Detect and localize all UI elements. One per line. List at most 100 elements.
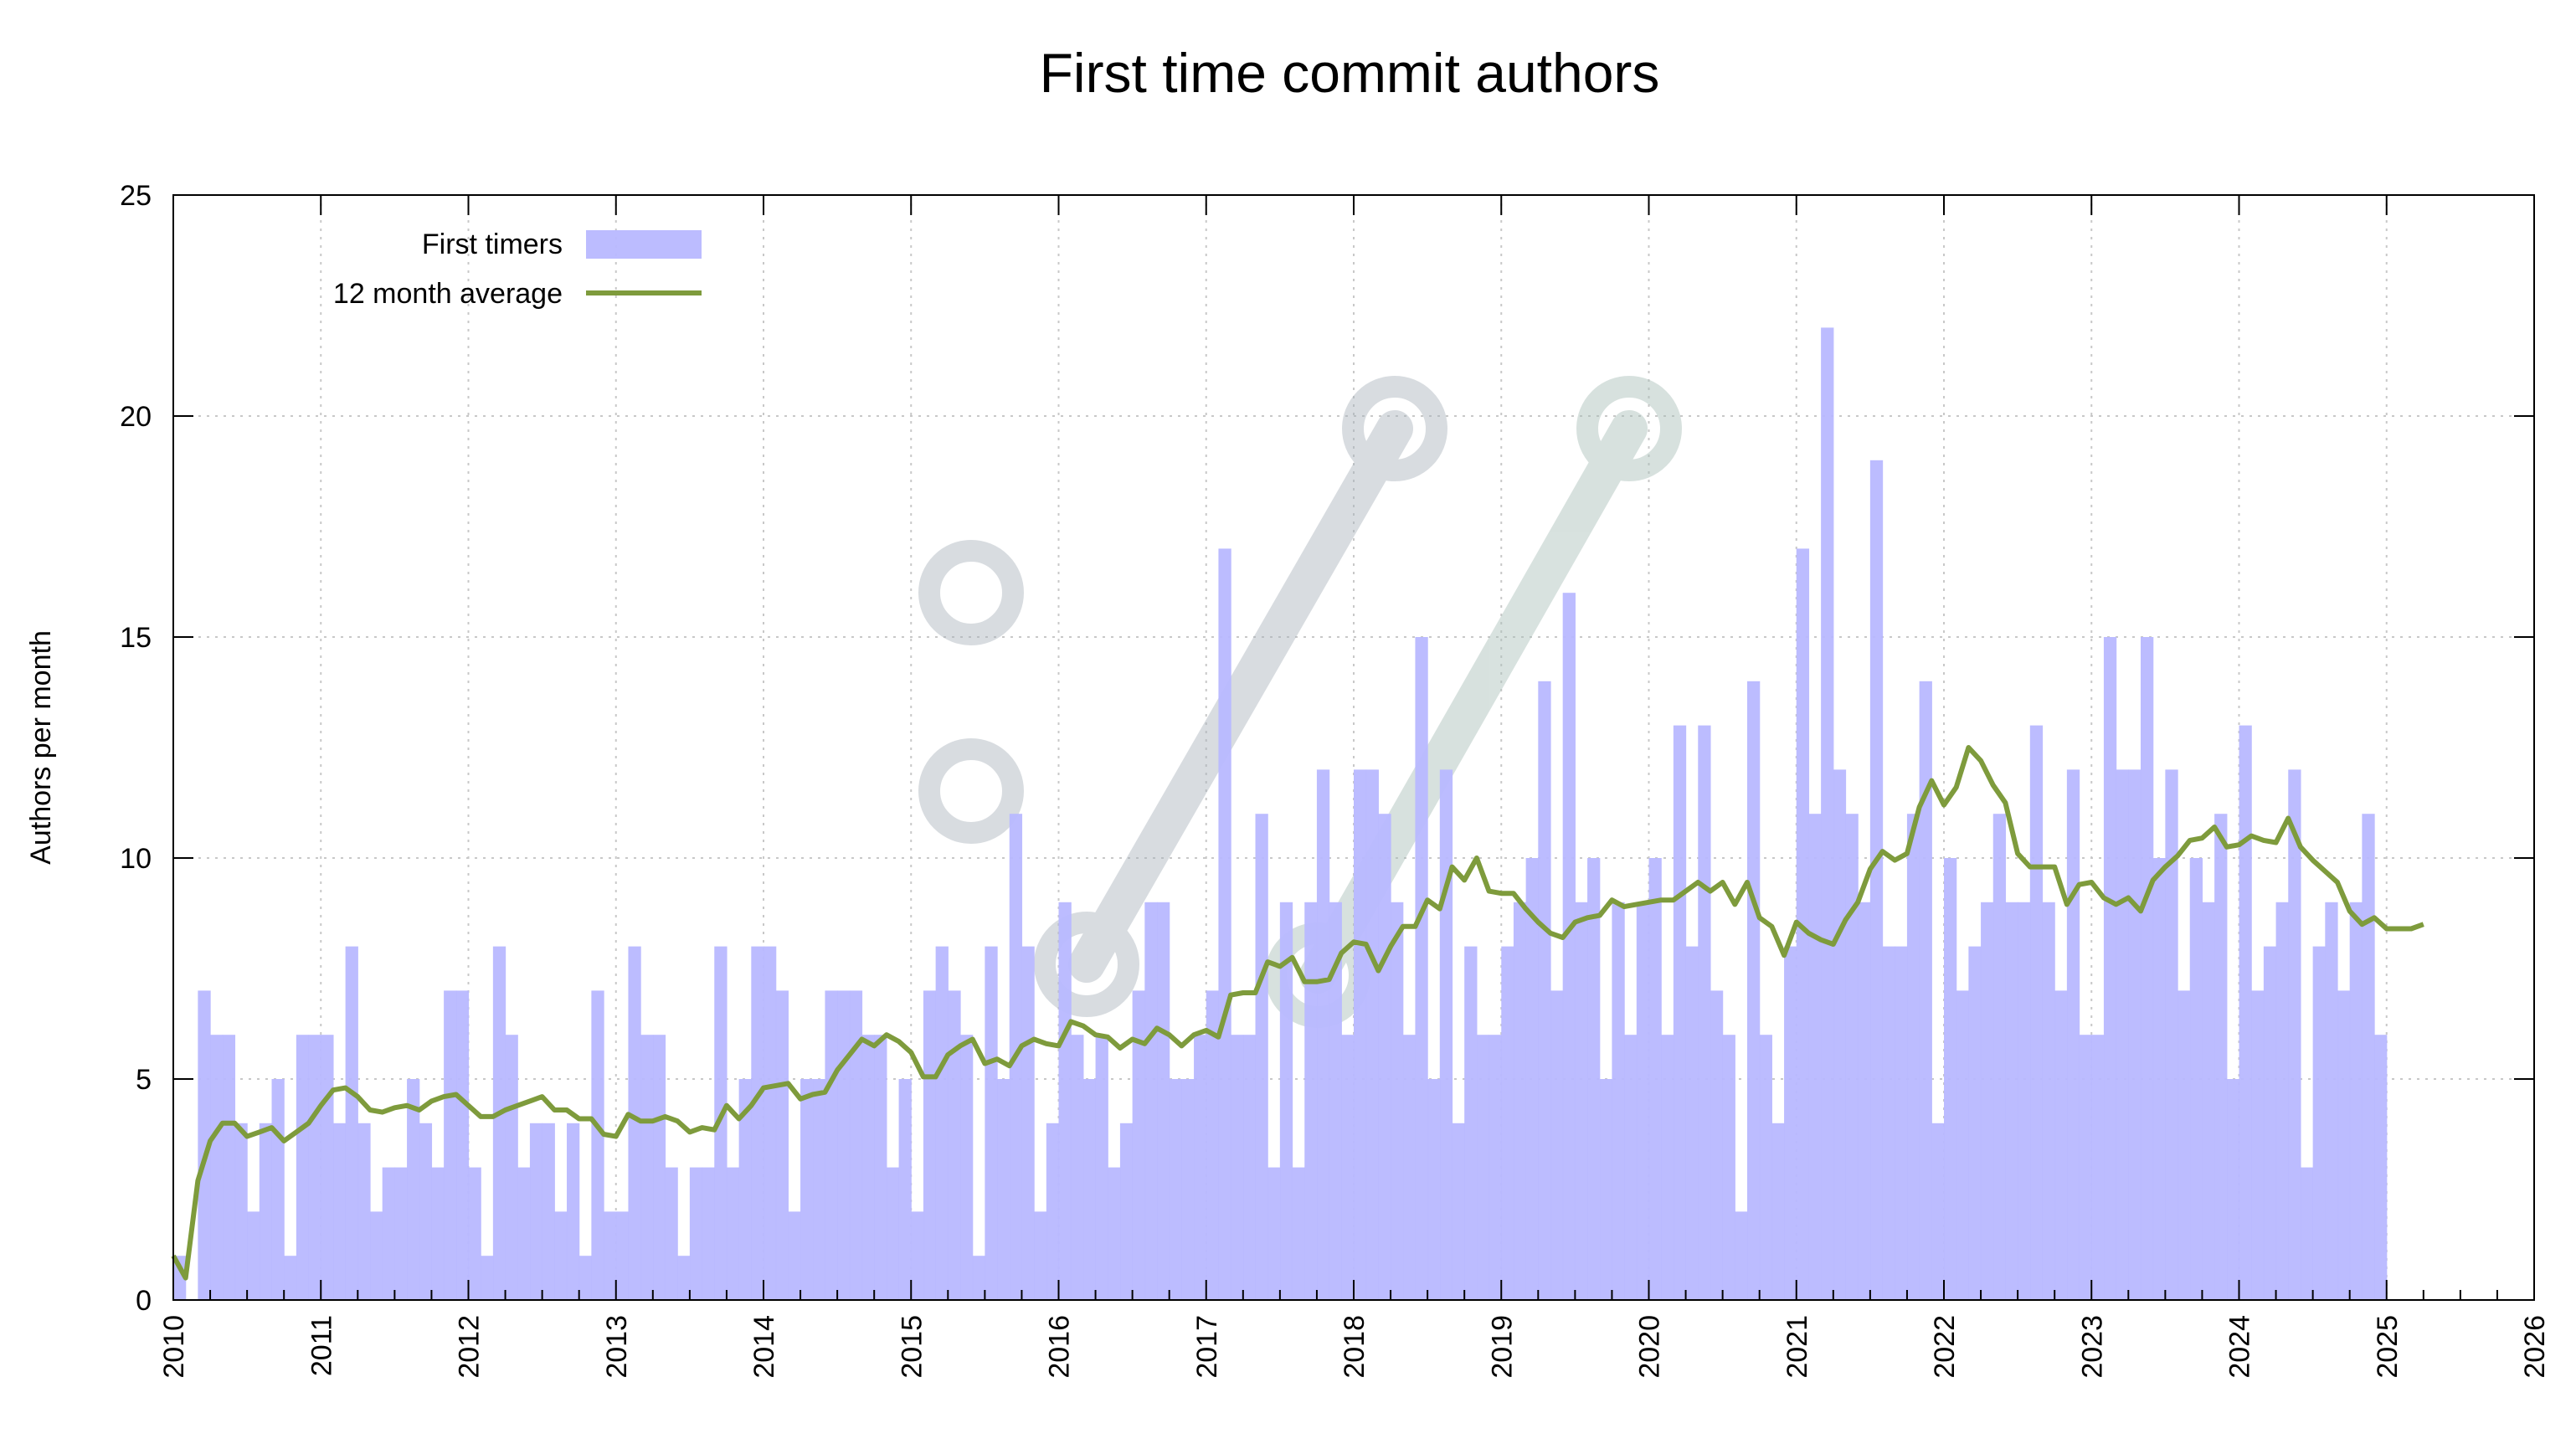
bars [173,327,2388,1300]
bar [1132,990,1145,1300]
y-tick-label: 25 [120,180,152,212]
bar [2018,902,2031,1300]
x-tick-label: 2011 [306,1315,337,1376]
bar [1956,990,1969,1300]
bar [357,1123,371,1300]
bar [1808,814,1822,1300]
bar [628,946,641,1300]
bar [542,1123,555,1300]
ticks [172,194,2535,1301]
x-tick-label: 2012 [454,1315,486,1379]
bar [1525,858,1539,1300]
x-tick-label: 2021 [1782,1315,1813,1379]
bar [2029,725,2044,1300]
legend-label-12-month-average: 12 month average [333,278,563,310]
bar [2337,990,2351,1300]
bar [1599,1079,1613,1300]
bar [2312,946,2326,1300]
bar [604,1211,617,1300]
bar [960,1035,974,1300]
bar [1095,1035,1108,1300]
bar [296,1035,310,1300]
bar [665,1167,678,1300]
bar [1784,946,1797,1300]
bar [2165,769,2178,1300]
bar [1612,902,1625,1300]
bar [2079,1035,2092,1300]
bar [1833,769,1847,1300]
bar [1034,1211,1047,1300]
bar [640,1035,654,1300]
bar [173,1256,187,1300]
bar [2005,902,2018,1300]
bar [1661,1035,1674,1300]
bar [837,990,851,1300]
bar [2362,814,2375,1300]
x-tick-label: 2014 [748,1315,780,1379]
bar [567,1123,580,1300]
bar [2288,769,2301,1300]
bar [1513,902,1527,1300]
bar [1906,814,1920,1300]
bar [1771,1123,1785,1300]
bar [345,946,358,1300]
bar [1464,946,1478,1300]
y-axis-label: Authors per month [25,630,57,865]
bar [2226,1079,2240,1300]
bar [1710,990,1724,1300]
legend-label-first-timers: First timers [422,229,563,260]
bar [1489,1035,1502,1300]
bar [259,1123,273,1300]
bar [1341,1035,1355,1300]
x-tick-label: 2010 [158,1315,190,1379]
bar [1992,814,2007,1300]
bar [1391,902,1404,1300]
bar [1882,946,1895,1300]
x-tick-label: 2016 [1044,1315,1076,1379]
bar [1759,1035,1772,1300]
avg-line [171,745,2424,1281]
bar [2091,1035,2105,1300]
legend-swatch-first-timers [586,230,702,259]
bar [481,1256,494,1300]
bar [751,946,764,1300]
bar [2263,946,2277,1300]
legend: First timers 12 month average [333,229,702,310]
bar [1415,637,1428,1300]
y-tick-labels: 0 5 10 15 20 25 [120,180,152,1317]
y-tick-label: 5 [136,1064,152,1096]
bar [1304,902,1318,1300]
bar [923,990,937,1300]
bar [1624,1035,1638,1300]
bar [2066,769,2080,1300]
bar [2054,990,2068,1300]
bar [1365,769,1379,1300]
bar [615,1211,630,1300]
bar [849,990,863,1300]
bar [2042,902,2055,1300]
bar [1071,1035,1084,1300]
bar [2275,902,2289,1300]
x-tick-label: 2020 [1634,1315,1666,1379]
bar [419,1123,433,1300]
bar [1698,725,1711,1300]
bar [1108,1167,1121,1300]
git-branch-logo-watermark [918,376,1682,1028]
bar [2128,769,2142,1300]
bar [775,990,789,1300]
bar [1821,327,1834,1300]
bar [444,990,457,1300]
bar [1206,990,1220,1300]
bar [2141,637,2154,1300]
bar [284,1256,297,1300]
bar [1476,1035,1490,1300]
bar [1316,769,1330,1300]
bar [1538,681,1551,1300]
x-tick-label: 2025 [2372,1315,2404,1379]
bar [1673,725,1687,1300]
bar [1181,1079,1195,1300]
bar [1685,946,1699,1300]
y-tick-label: 10 [120,843,152,875]
y-tick-label: 0 [136,1285,152,1317]
